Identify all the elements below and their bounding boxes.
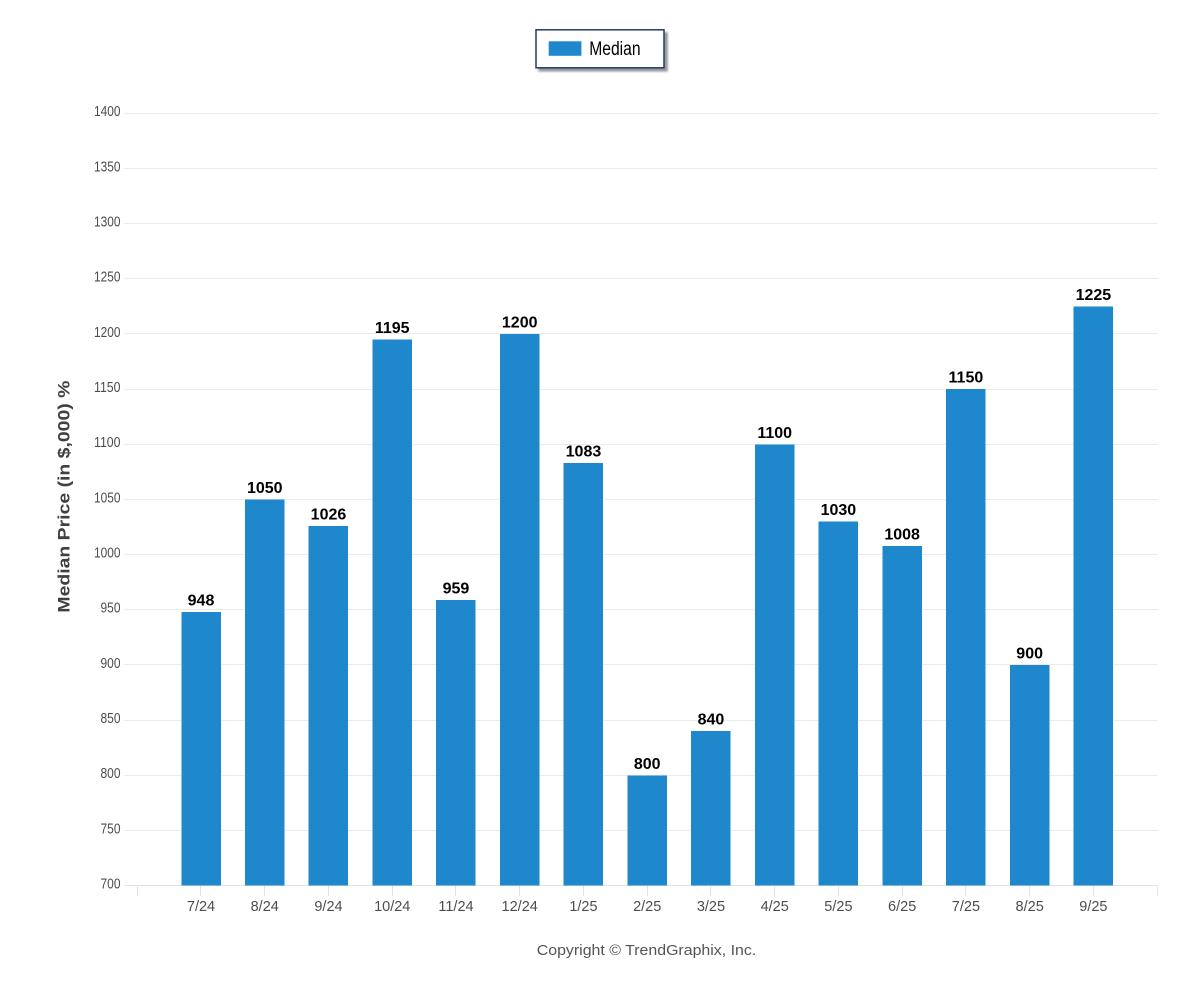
- svg-text:1400: 1400: [94, 104, 121, 120]
- svg-text:7/24: 7/24: [187, 899, 215, 915]
- svg-text:Median: Median: [589, 39, 640, 60]
- svg-text:9/24: 9/24: [314, 899, 342, 915]
- svg-text:800: 800: [634, 756, 661, 773]
- svg-text:1300: 1300: [94, 214, 121, 230]
- svg-text:1150: 1150: [94, 380, 121, 396]
- svg-text:900: 900: [1016, 645, 1043, 662]
- svg-text:3/25: 3/25: [697, 899, 725, 915]
- svg-text:9/25: 9/25: [1079, 899, 1107, 915]
- svg-text:840: 840: [698, 712, 725, 729]
- svg-text:5/25: 5/25: [824, 899, 852, 915]
- svg-text:1030: 1030: [821, 502, 857, 519]
- svg-text:1200: 1200: [94, 325, 121, 341]
- svg-text:11/24: 11/24: [438, 899, 473, 915]
- svg-text:12/24: 12/24: [502, 899, 538, 915]
- svg-text:1050: 1050: [94, 490, 121, 506]
- svg-text:1026: 1026: [311, 506, 347, 523]
- svg-text:1225: 1225: [1076, 287, 1112, 304]
- svg-text:850: 850: [101, 711, 121, 727]
- svg-text:800: 800: [101, 766, 121, 782]
- svg-text:Copyright © TrendGraphix, Inc.: Copyright © TrendGraphix, Inc.: [537, 942, 757, 959]
- svg-text:10/24: 10/24: [374, 899, 410, 915]
- svg-text:1008: 1008: [884, 526, 920, 543]
- svg-text:1350: 1350: [94, 159, 121, 175]
- svg-text:1150: 1150: [949, 370, 984, 387]
- svg-text:1100: 1100: [94, 435, 121, 451]
- svg-text:1000: 1000: [94, 546, 121, 562]
- svg-text:948: 948: [188, 593, 215, 610]
- svg-text:8/24: 8/24: [251, 899, 279, 915]
- svg-text:1083: 1083: [566, 444, 602, 461]
- svg-text:Median Price (in $,000) %: Median Price (in $,000) %: [55, 381, 74, 613]
- svg-text:950: 950: [101, 601, 121, 617]
- svg-text:750: 750: [101, 821, 121, 837]
- svg-text:8/25: 8/25: [1016, 899, 1044, 915]
- svg-text:959: 959: [443, 580, 470, 597]
- svg-text:4/25: 4/25: [761, 899, 789, 915]
- svg-text:1050: 1050: [247, 480, 283, 497]
- svg-text:7/25: 7/25: [952, 899, 980, 915]
- svg-text:1100: 1100: [757, 425, 792, 442]
- svg-text:700: 700: [101, 877, 121, 893]
- svg-text:1250: 1250: [94, 270, 121, 286]
- svg-text:1200: 1200: [502, 314, 538, 331]
- svg-text:1195: 1195: [375, 320, 410, 337]
- svg-text:6/25: 6/25: [888, 899, 916, 915]
- svg-text:900: 900: [101, 656, 121, 672]
- svg-text:1/25: 1/25: [569, 899, 597, 915]
- svg-text:2/25: 2/25: [633, 899, 661, 915]
